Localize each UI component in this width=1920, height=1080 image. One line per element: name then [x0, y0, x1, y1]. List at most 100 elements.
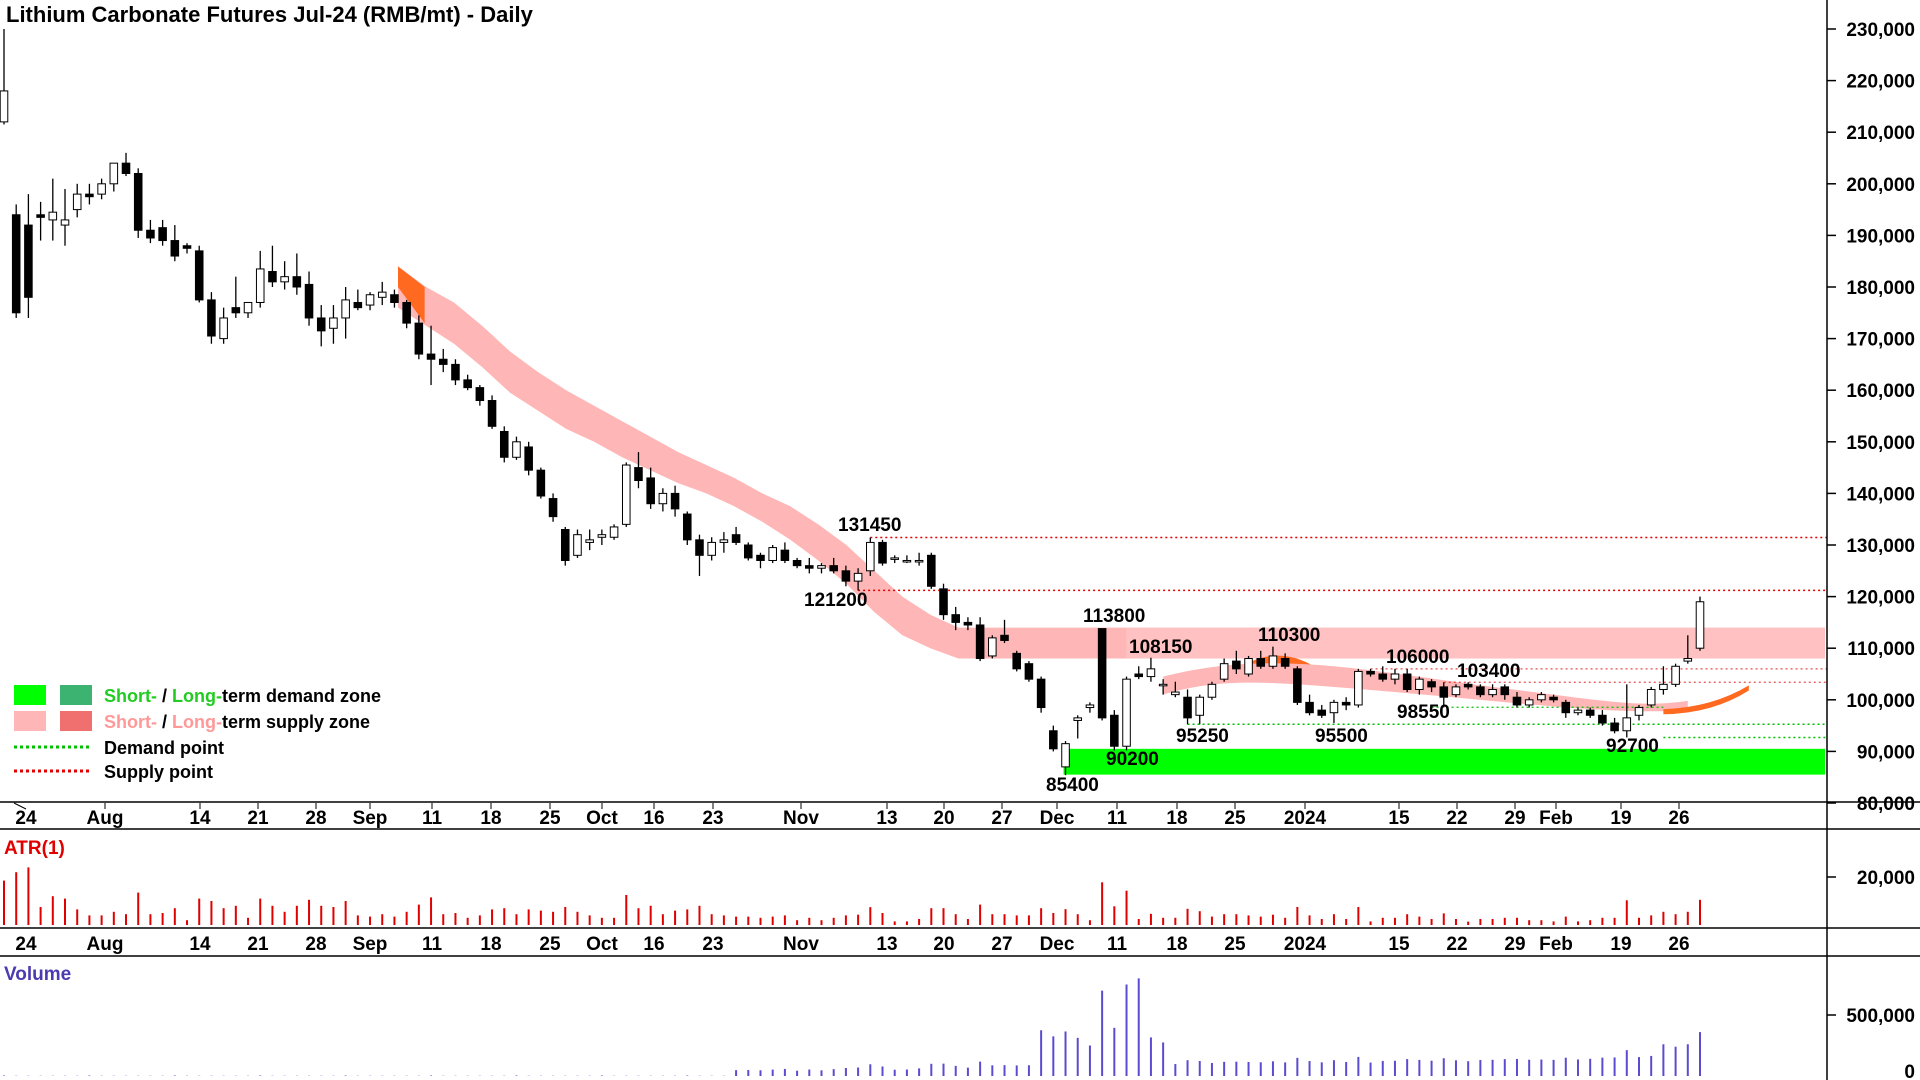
- candle-body: [158, 227, 167, 242]
- x-tick-label: 18: [1166, 934, 1187, 955]
- candle-body: [890, 557, 899, 560]
- candle: [280, 261, 289, 290]
- candle-body: [536, 469, 546, 497]
- candle: [878, 539, 887, 566]
- x-tick-label: 14: [189, 934, 211, 955]
- legend: Short- / Long-term demand zone Short- / …: [14, 685, 381, 782]
- x-tick-label: Sep: [353, 934, 388, 955]
- x-tick-label: Sep: [353, 808, 388, 829]
- candle: [756, 552, 765, 569]
- x-tick-label: Dec: [1040, 808, 1075, 829]
- candle: [72, 183, 82, 218]
- candle-body: [695, 539, 704, 556]
- candle: [365, 292, 375, 311]
- candle: [853, 568, 863, 591]
- candle-body: [170, 240, 180, 257]
- x-tick-label: 11: [1107, 934, 1128, 955]
- x-tick-label: 14: [189, 808, 211, 829]
- candle-body: [72, 193, 82, 211]
- candle: [573, 529, 582, 558]
- x-tick-label: 2024: [1284, 934, 1327, 955]
- candle: [268, 245, 277, 287]
- candle-body: [609, 526, 619, 538]
- price-label-131450: 131450: [838, 515, 901, 536]
- y-tick-label: 220,000: [1846, 72, 1915, 93]
- candle: [1476, 684, 1485, 698]
- legend-supply-long: Long-: [172, 712, 222, 732]
- candle: [731, 526, 741, 545]
- x-tick-label: 18: [1166, 808, 1187, 829]
- x-tick-label: 18: [480, 934, 501, 955]
- candle-body: [1427, 681, 1436, 688]
- atr-y-tick: 20,000: [1857, 868, 1915, 889]
- candle-body: [939, 588, 948, 616]
- y-tick-label: 210,000: [1846, 123, 1915, 144]
- atr-title: ATR(1): [4, 838, 65, 859]
- candle: [1646, 686, 1656, 708]
- x-tick-label: Nov: [783, 934, 819, 955]
- candle-body: [1293, 668, 1302, 703]
- x-tick-label: Feb: [1539, 934, 1573, 955]
- candle: [1683, 635, 1693, 664]
- candle-body: [1012, 652, 1022, 670]
- candle-body: [963, 621, 973, 626]
- x-tick-label: Nov: [783, 808, 819, 829]
- candle-body: [585, 539, 594, 543]
- candle-body: [1476, 686, 1485, 696]
- candle: [1366, 668, 1375, 677]
- candle-body: [1036, 678, 1046, 709]
- candle-body: [866, 541, 875, 572]
- x-tick-label: 11: [1107, 808, 1128, 829]
- y-tick-label: 200,000: [1846, 175, 1915, 196]
- x-axis-atr: 24 Aug 14 21 28 Sep 11 18 25 Oct 16 23 Nov 13 20 27 Dec 1…: [15, 934, 1689, 955]
- candle-body: [414, 322, 424, 355]
- x-tick-label: 20: [933, 934, 954, 955]
- candle: [304, 271, 314, 326]
- candle-body: [1366, 670, 1375, 675]
- y-tick-label: 100,000: [1846, 691, 1915, 712]
- candle: [1451, 684, 1461, 698]
- y-tick-label: 110,000: [1847, 639, 1915, 660]
- candle-body: [829, 565, 838, 572]
- candle-body: [402, 301, 411, 324]
- candle-body: [11, 214, 21, 314]
- candle-body: [1378, 673, 1388, 680]
- candle-body: [1232, 660, 1241, 670]
- candle-body: [1061, 743, 1070, 768]
- candle-body: [255, 268, 265, 303]
- candle: [585, 529, 594, 551]
- candle: [1524, 697, 1534, 708]
- candle: [1585, 707, 1595, 718]
- candle: [670, 485, 680, 517]
- candle-body: [1256, 658, 1266, 667]
- candle-body: [1463, 683, 1473, 688]
- candle-body: [597, 534, 607, 538]
- candle-body: [573, 534, 582, 556]
- candle: [11, 204, 21, 318]
- x-tick-label: 20: [933, 808, 954, 829]
- price-label-113800: 113800: [1083, 606, 1145, 627]
- x-tick-label: 25: [1224, 808, 1246, 829]
- candle: [219, 307, 228, 344]
- candle-body: [1268, 655, 1278, 667]
- candle-body: [1305, 701, 1314, 714]
- candle-body: [817, 565, 826, 569]
- candle: [499, 426, 509, 463]
- candle-body: [1049, 730, 1058, 750]
- candle: [902, 555, 912, 564]
- x-tick-label: 13: [876, 808, 897, 829]
- price-label-90200: 90200: [1106, 749, 1159, 770]
- candle: [951, 606, 960, 631]
- candle-body: [1244, 658, 1253, 675]
- x-tick-label: 22: [1446, 808, 1467, 829]
- candle: [207, 292, 216, 344]
- candle-body: [365, 294, 375, 306]
- x-tick-label: Oct: [586, 934, 618, 955]
- candle-body: [487, 400, 497, 427]
- candle-body: [1500, 686, 1510, 696]
- candle-body: [194, 250, 204, 301]
- candle: [939, 583, 948, 620]
- x-tick-label: 19: [1610, 934, 1631, 955]
- candle-body: [280, 276, 289, 283]
- y-tick-label: 130,000: [1846, 536, 1915, 557]
